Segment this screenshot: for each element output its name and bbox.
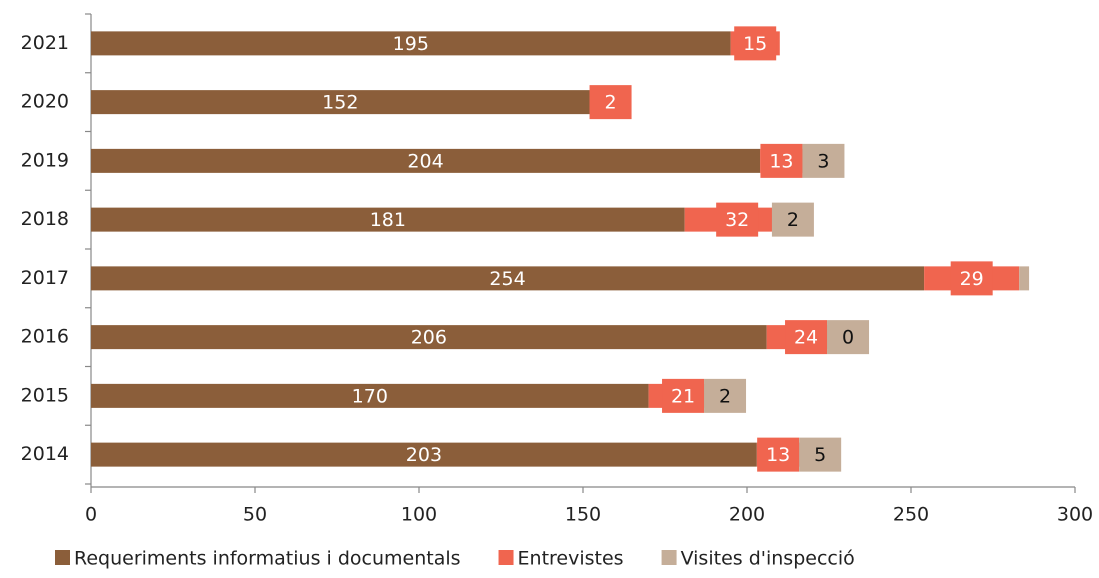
data-label: 2 [719,385,731,407]
bar-segment [91,325,767,350]
bar-segment [91,442,757,467]
x-tick-label: 300 [1057,504,1093,526]
data-label: 206 [411,327,447,349]
x-tick-label: 100 [401,504,437,526]
data-label: 2 [605,92,617,114]
bar-segment [91,31,731,56]
data-label: 5 [814,444,826,466]
bar-segment [91,148,761,173]
legend-label: Visites d'inspecció [681,548,855,570]
label-box [827,320,870,355]
legend-label: Requeriments informatius i documentals [74,548,461,570]
label-box [950,261,993,296]
data-label: 152 [322,92,358,114]
data-label: 254 [489,268,525,290]
bar-segment [91,207,685,232]
y-tick-label: 2021 [21,32,69,54]
y-tick-label: 2014 [21,443,69,465]
y-tick-label: 2015 [21,384,69,406]
x-tick-label: 0 [85,504,97,526]
legend-swatch [661,550,677,565]
label-box [734,26,777,61]
label-box [785,320,828,355]
data-label: 195 [393,33,429,55]
bar-segment [91,266,925,291]
label-box [799,437,842,472]
data-label: 170 [352,385,388,407]
data-label: 3 [817,150,829,172]
data-label: 181 [370,209,406,231]
x-tick-label: 150 [565,504,601,526]
label-box [757,437,800,472]
data-label: 2 [787,209,799,231]
y-tick-label: 2016 [21,326,69,348]
legend-swatch [498,550,514,565]
data-label: 203 [406,444,442,466]
x-tick-label: 200 [729,504,765,526]
y-tick-label: 2017 [21,267,69,289]
data-label: 0 [842,327,854,349]
data-label: 24 [794,327,818,349]
data-label: 204 [407,150,443,172]
x-tick-label: 50 [243,504,267,526]
bar-segment [91,383,649,408]
label-box [589,85,632,120]
label-box [662,378,705,413]
x-tick-label: 250 [893,504,929,526]
y-tick-label: 2019 [21,149,69,171]
label-box [760,143,803,178]
data-label: 15 [743,33,767,55]
bar-segment [1019,266,1030,291]
data-label: 21 [671,385,695,407]
y-tick-label: 2018 [21,208,69,230]
data-label: 32 [725,209,749,231]
label-box [771,202,814,237]
y-tick-label: 2020 [21,91,69,113]
legend-swatch [55,550,70,565]
data-label: 13 [766,444,790,466]
bar-segment [91,90,590,115]
legend-label: Entrevistes [518,548,624,570]
data-label: 13 [769,150,793,172]
data-label: 29 [960,268,984,290]
label-box [802,143,845,178]
label-box [704,378,747,413]
label-box [716,202,759,237]
